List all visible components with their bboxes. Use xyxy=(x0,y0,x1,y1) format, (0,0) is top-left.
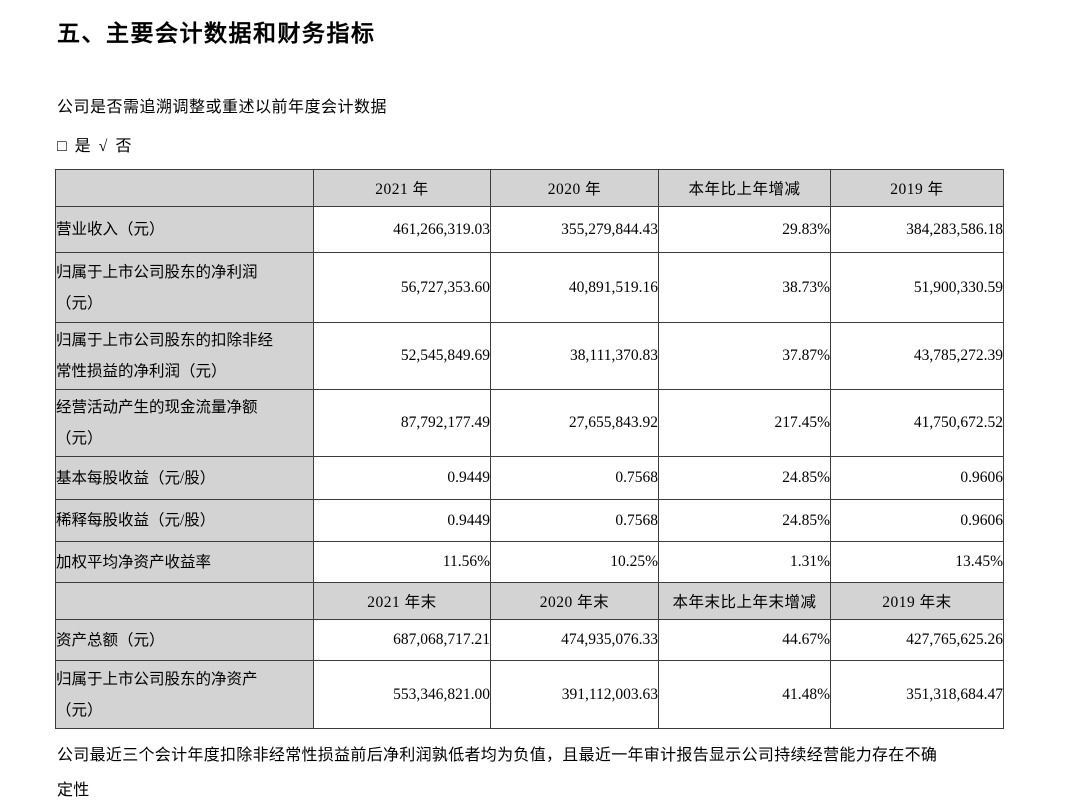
cell-basic-eps-2019: 0.9606 xyxy=(830,456,1004,500)
cell-net-assets-2020: 391,112,003.63 xyxy=(490,660,659,729)
cell-cash-flow-2021: 87,792,177.49 xyxy=(313,389,491,457)
header-cell-2020: 2020 年 xyxy=(490,169,659,207)
cell-total-assets-change: 44.67% xyxy=(658,619,831,661)
row-label-net-profit-excl-nonrecurring: 归属于上市公司股东的扣除非经 常性损益的净利润（元） xyxy=(55,322,314,390)
table-row: 归属于上市公司股东的净资产 （元） 553,346,821.00 391,112… xyxy=(55,660,1004,729)
table-row: 加权平均净资产收益率 11.56% 10.25% 1.31% 13.45% xyxy=(55,541,1004,583)
cell-cash-flow-change: 217.45% xyxy=(658,389,831,457)
cell-net-profit-2019: 51,900,330.59 xyxy=(830,252,1004,323)
cell-net-profit-change: 38.73% xyxy=(658,252,831,323)
header-cell-2021: 2021 年 xyxy=(313,169,491,207)
header-cell-blank xyxy=(55,582,314,620)
cell-diluted-eps-2019: 0.9606 xyxy=(830,499,1004,542)
table-row: 经营活动产生的现金流量净额 （元） 87,792,177.49 27,655,8… xyxy=(55,389,1004,457)
header-cell-yoy-change: 本年比上年增减 xyxy=(658,169,831,207)
cell-basic-eps-change: 24.85% xyxy=(658,456,831,500)
table-row: 营业收入（元） 461,266,319.03 355,279,844.43 29… xyxy=(55,206,1004,253)
cell-net-assets-2019: 351,318,684.47 xyxy=(830,660,1004,729)
row-label-operating-cash-flow: 经营活动产生的现金流量净额 （元） xyxy=(55,389,314,457)
cell-net-profit-excl-2020: 38,111,370.83 xyxy=(490,322,659,390)
cell-net-profit-excl-change: 37.87% xyxy=(658,322,831,390)
cell-roe-change: 1.31% xyxy=(658,541,831,583)
row-label-revenue: 营业收入（元） xyxy=(55,206,314,253)
financial-indicators-table: 2021 年 2020 年 本年比上年增减 2019 年 营业收入（元） 461… xyxy=(55,169,1004,729)
header-cell-blank xyxy=(55,169,314,207)
table-row: 稀释每股收益（元/股） 0.9449 0.7568 24.85% 0.9606 xyxy=(55,499,1004,542)
row-label-basic-eps: 基本每股收益（元/股） xyxy=(55,456,314,500)
header-cell-2021-eoy: 2021 年末 xyxy=(313,582,491,620)
footnote-paragraph: 公司最近三个会计年度扣除非经常性损益前后净利润孰低者均为负值，且最近一年审计报告… xyxy=(57,738,1042,808)
footnote-line-2: 定性 xyxy=(57,782,90,799)
cell-diluted-eps-2021: 0.9449 xyxy=(313,499,491,542)
cell-cash-flow-2019: 41,750,672.52 xyxy=(830,389,1004,457)
cell-roe-2020: 10.25% xyxy=(490,541,659,583)
table-row: 归属于上市公司股东的净利润 （元） 56,727,353.60 40,891,5… xyxy=(55,252,1004,323)
cell-basic-eps-2020: 0.7568 xyxy=(490,456,659,500)
cell-revenue-change: 29.83% xyxy=(658,206,831,253)
cell-revenue-2019: 384,283,586.18 xyxy=(830,206,1004,253)
cell-total-assets-2019: 427,765,625.26 xyxy=(830,619,1004,661)
document-page: 五、主要会计数据和财务指标 公司是否需追溯调整或重述以前年度会计数据 □ 是 √… xyxy=(55,20,1004,799)
table-row: 基本每股收益（元/股） 0.9449 0.7568 24.85% 0.9606 xyxy=(55,456,1004,500)
table-header-annual: 2021 年 2020 年 本年比上年增减 2019 年 xyxy=(55,169,1004,207)
row-label-total-assets: 资产总额（元） xyxy=(55,619,314,661)
header-cell-eoy-change: 本年末比上年末增减 xyxy=(658,582,831,620)
cell-net-assets-change: 41.48% xyxy=(658,660,831,729)
header-cell-2019-eoy: 2019 年末 xyxy=(830,582,1004,620)
cell-net-profit-2020: 40,891,519.16 xyxy=(490,252,659,323)
row-label-net-assets: 归属于上市公司股东的净资产 （元） xyxy=(55,660,314,729)
cell-revenue-2021: 461,266,319.03 xyxy=(313,206,491,253)
header-cell-2020-eoy: 2020 年末 xyxy=(490,582,659,620)
cell-total-assets-2020: 474,935,076.33 xyxy=(490,619,659,661)
table-row: 资产总额（元） 687,068,717.21 474,935,076.33 44… xyxy=(55,619,1004,661)
table-row: 归属于上市公司股东的扣除非经 常性损益的净利润（元） 52,545,849.69… xyxy=(55,322,1004,390)
cell-net-profit-excl-2019: 43,785,272.39 xyxy=(830,322,1004,390)
cell-total-assets-2021: 687,068,717.21 xyxy=(313,619,491,661)
cell-roe-2021: 11.56% xyxy=(313,541,491,583)
row-label-net-profit: 归属于上市公司股东的净利润 （元） xyxy=(55,252,314,323)
cell-diluted-eps-2020: 0.7568 xyxy=(490,499,659,542)
cell-roe-2019: 13.45% xyxy=(830,541,1004,583)
cell-basic-eps-2021: 0.9449 xyxy=(313,456,491,500)
header-cell-2019: 2019 年 xyxy=(830,169,1004,207)
row-label-diluted-eps: 稀释每股收益（元/股） xyxy=(55,499,314,542)
cell-net-assets-2021: 553,346,821.00 xyxy=(313,660,491,729)
section-title: 五、主要会计数据和财务指标 xyxy=(57,20,376,46)
row-label-weighted-avg-roe: 加权平均净资产收益率 xyxy=(55,541,314,583)
table-header-eoy: 2021 年末 2020 年末 本年末比上年末增减 2019 年末 xyxy=(55,582,1004,620)
cell-revenue-2020: 355,279,844.43 xyxy=(490,206,659,253)
cell-net-profit-2021: 56,727,353.60 xyxy=(313,252,491,323)
cell-net-profit-excl-2021: 52,545,849.69 xyxy=(313,322,491,390)
cell-cash-flow-2020: 27,655,843.92 xyxy=(490,389,659,457)
yes-no-checkbox-line: □ 是 √ 否 xyxy=(57,138,134,155)
restatement-question: 公司是否需追溯调整或重述以前年度会计数据 xyxy=(57,99,388,116)
cell-diluted-eps-change: 24.85% xyxy=(658,499,831,542)
footnote-line-1: 公司最近三个会计年度扣除非经常性损益前后净利润孰低者均为负值，且最近一年审计报告… xyxy=(57,747,938,764)
